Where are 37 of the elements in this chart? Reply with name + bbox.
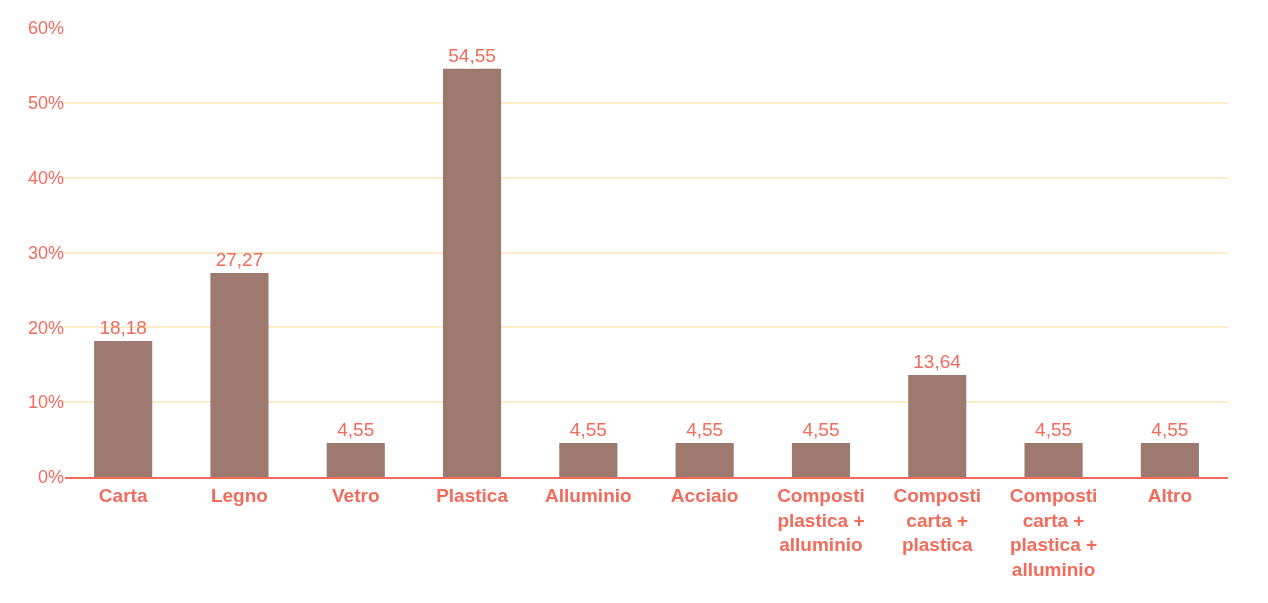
bar (791, 442, 851, 477)
data-label: 4,55 (569, 418, 607, 440)
y-tick-label: 60% (27, 18, 64, 39)
y-tick-label: 50% (27, 93, 64, 114)
data-label: 4,55 (337, 418, 375, 440)
x-tick-label: Altro (1147, 484, 1193, 506)
bar (210, 272, 269, 477)
data-label: 54,55 (448, 44, 496, 66)
bar (442, 68, 502, 477)
data-label: 4,55 (1151, 418, 1189, 440)
x-tick-label: Composti carta + plastica (893, 484, 982, 556)
x-tick-label: Composti plastica + alluminio (777, 484, 865, 556)
y-tick-label: 10% (27, 392, 64, 413)
x-tick-label: Vetro (331, 484, 380, 506)
bar (675, 442, 734, 477)
bar (1140, 442, 1199, 477)
data-label: 18,18 (99, 316, 147, 338)
bar (94, 340, 153, 477)
y-tick-label: 0% (37, 467, 64, 488)
y-tick-label: 20% (27, 317, 64, 338)
y-tick-label: 30% (27, 242, 64, 263)
y-tick-label: 40% (27, 167, 64, 188)
bar (1024, 442, 1083, 477)
data-label: 27,27 (215, 248, 264, 270)
data-label: 13,64 (913, 350, 962, 372)
data-label: 4,55 (802, 418, 840, 440)
bar (559, 442, 618, 477)
x-tick-label: Plastica (436, 484, 509, 506)
x-tick-label: Legno (210, 484, 268, 506)
x-tick-label: Alluminio (545, 484, 632, 506)
data-label: 4,55 (1035, 418, 1073, 440)
bar (908, 374, 967, 477)
data-label: 4,55 (686, 418, 724, 440)
x-tick-label: Acciaio (670, 484, 739, 506)
bar (326, 442, 385, 477)
x-tick-label: Composti carta + plastica + alluminio (1009, 484, 1098, 580)
x-tick-label: Carta (98, 484, 148, 506)
